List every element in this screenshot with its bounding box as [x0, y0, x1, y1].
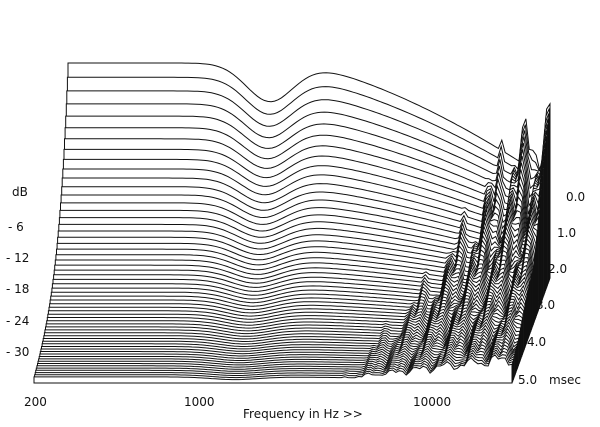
freq-tick-10000: 10000	[413, 395, 451, 409]
freq-tick-1000: 1000	[184, 395, 215, 409]
db-tick-24: - 24	[6, 314, 29, 328]
time-axis-edge	[511, 277, 551, 384]
time-tick-2: 2.0	[548, 262, 567, 276]
db-tick-30: - 30	[6, 345, 29, 359]
time-tick-4: 4.0	[527, 335, 546, 349]
time-axis: 0.0 1.0 2.0 3.0 4.0 5.0 msec	[518, 190, 585, 387]
decay-slices	[33, 62, 551, 384]
time-tick-3: 3.0	[536, 298, 555, 312]
db-tick-12: - 12	[6, 251, 29, 265]
time-unit: msec	[549, 373, 581, 387]
time-tick-5: 5.0	[518, 373, 537, 387]
db-axis: dB - 6 - 12 - 18 - 24 - 30	[6, 185, 29, 359]
db-tick-6: - 6	[8, 220, 24, 234]
db-tick-18: - 18	[6, 282, 29, 296]
frequency-axis: 200 1000 10000 Frequency in Hz >>	[24, 395, 451, 421]
freq-axis-label: Frequency in Hz >>	[243, 407, 363, 421]
time-tick-0: 0.0	[566, 190, 585, 204]
freq-tick-200: 200	[24, 395, 47, 409]
db-axis-label: dB	[12, 185, 28, 199]
decay-slice	[33, 354, 513, 384]
time-tick-1: 1.0	[557, 226, 576, 240]
